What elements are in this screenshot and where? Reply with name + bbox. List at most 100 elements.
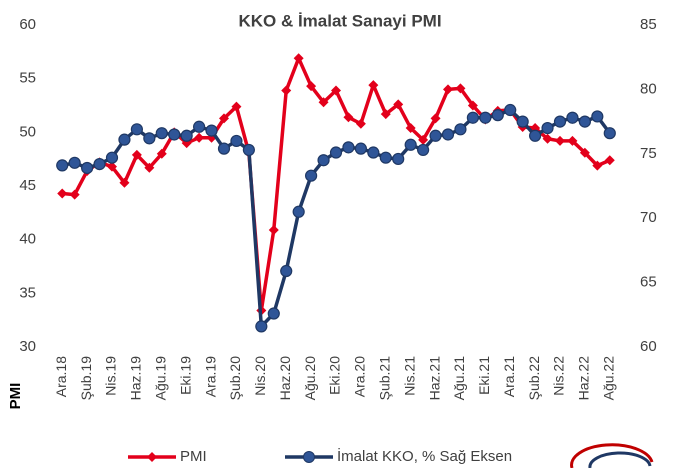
data-point bbox=[443, 84, 453, 95]
data-point bbox=[81, 161, 94, 175]
y-tick-label: 55 bbox=[19, 70, 36, 87]
x-tick-label: Şub.22 bbox=[526, 356, 542, 401]
data-point bbox=[354, 142, 367, 155]
logo bbox=[570, 443, 654, 468]
data-point bbox=[219, 113, 229, 124]
data-point bbox=[380, 109, 391, 120]
data-point bbox=[281, 85, 292, 96]
y-tick-label: 50 bbox=[19, 123, 36, 140]
data-point bbox=[293, 53, 304, 64]
y-tick-label: 60 bbox=[19, 16, 36, 33]
legend-marker bbox=[303, 451, 315, 463]
x-tick-label: Şub.19 bbox=[78, 356, 94, 401]
x-tick-label: Nis.22 bbox=[551, 356, 567, 396]
series-line bbox=[62, 56, 611, 313]
data-point bbox=[193, 120, 206, 133]
data-point bbox=[268, 225, 279, 236]
data-point bbox=[306, 81, 317, 92]
data-point bbox=[441, 128, 455, 141]
x-tick-label: Haz.19 bbox=[128, 356, 144, 401]
data-point bbox=[317, 154, 330, 167]
legend-marker bbox=[147, 452, 157, 462]
data-point bbox=[119, 177, 130, 188]
data-point bbox=[168, 128, 181, 141]
x-tick-label: Nis.20 bbox=[252, 356, 268, 396]
data-point bbox=[392, 152, 405, 166]
x-tick-label: Ağu.21 bbox=[451, 356, 467, 401]
data-point bbox=[516, 115, 529, 128]
data-point bbox=[144, 162, 155, 173]
legend-label: PMI bbox=[180, 448, 207, 465]
x-tick-label: Haz.20 bbox=[277, 356, 293, 401]
data-point bbox=[107, 161, 117, 172]
x-tick-label: Ağu.20 bbox=[302, 356, 318, 401]
data-point bbox=[455, 83, 466, 94]
data-point bbox=[342, 141, 355, 154]
data-point bbox=[57, 188, 68, 199]
data-point bbox=[491, 109, 504, 122]
y2-tick-label: 60 bbox=[640, 338, 657, 355]
x-tick-label: Haz.21 bbox=[426, 356, 442, 401]
data-point bbox=[242, 143, 255, 157]
data-point bbox=[578, 115, 591, 128]
y-tick-label: 35 bbox=[19, 284, 36, 301]
data-point bbox=[541, 121, 554, 135]
data-point bbox=[405, 123, 416, 134]
data-point bbox=[479, 111, 492, 124]
data-point bbox=[217, 142, 231, 155]
data-point bbox=[255, 320, 268, 333]
data-point bbox=[418, 134, 429, 145]
data-point bbox=[379, 151, 392, 164]
data-point bbox=[367, 146, 380, 159]
x-tick-label: Ağu.22 bbox=[600, 356, 616, 401]
data-point bbox=[430, 113, 441, 124]
x-tick-label: Ara.20 bbox=[352, 356, 368, 397]
data-point bbox=[331, 85, 341, 96]
data-point bbox=[130, 123, 143, 136]
data-point bbox=[93, 158, 106, 171]
data-point bbox=[417, 143, 430, 157]
data-point bbox=[467, 100, 478, 111]
legend-label: İmalat KKO, % Sağ Eksen bbox=[337, 447, 512, 465]
y2-tick-label: 70 bbox=[640, 209, 657, 226]
data-point bbox=[56, 159, 69, 172]
data-point bbox=[404, 138, 417, 151]
y2-tick-label: 65 bbox=[640, 274, 657, 291]
data-point bbox=[230, 134, 243, 148]
data-point bbox=[566, 111, 579, 124]
data-point bbox=[118, 133, 131, 146]
data-point bbox=[156, 148, 167, 159]
data-point bbox=[393, 99, 404, 110]
x-tick-label: Ağu.19 bbox=[152, 356, 168, 401]
x-tick-label: Haz.22 bbox=[576, 356, 592, 401]
data-point bbox=[368, 80, 379, 91]
data-point bbox=[579, 147, 590, 158]
x-tick-label: Şub.20 bbox=[227, 356, 243, 401]
data-point bbox=[305, 169, 318, 182]
x-tick-label: Ara.18 bbox=[53, 356, 69, 397]
data-point bbox=[429, 129, 442, 142]
data-point bbox=[69, 189, 80, 200]
data-point bbox=[155, 127, 168, 140]
data-point bbox=[68, 156, 81, 169]
x-tick-label: Eki.19 bbox=[177, 356, 193, 395]
data-point bbox=[194, 132, 205, 143]
y2-tick-label: 85 bbox=[640, 16, 657, 33]
y-axis-label: PMI bbox=[7, 383, 24, 410]
y-tick-label: 45 bbox=[19, 177, 36, 194]
y2-tick-label: 80 bbox=[640, 80, 657, 97]
data-point bbox=[504, 103, 517, 117]
data-point bbox=[329, 146, 343, 159]
x-tick-label: Nis.21 bbox=[401, 356, 417, 396]
data-point bbox=[542, 133, 553, 144]
data-point bbox=[592, 160, 603, 171]
series-line bbox=[61, 108, 612, 329]
x-tick-label: Ara.21 bbox=[501, 356, 517, 397]
data-point bbox=[466, 111, 479, 124]
data-point bbox=[529, 129, 542, 142]
chart-title: KKO & İmalat Sanayi PMI bbox=[238, 11, 441, 30]
data-point bbox=[267, 307, 280, 320]
data-point bbox=[280, 264, 293, 278]
data-point bbox=[231, 101, 242, 112]
